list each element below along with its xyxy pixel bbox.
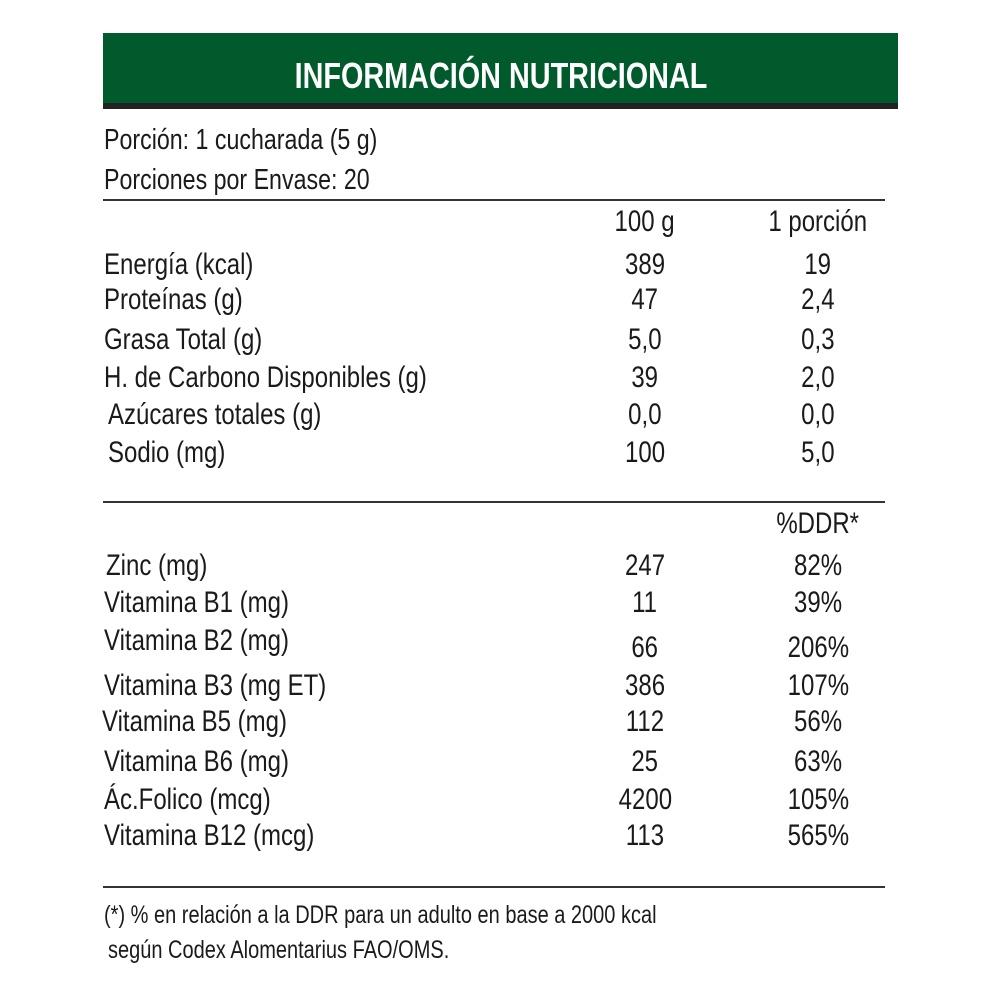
- value-100g: 386: [624, 669, 666, 702]
- nutrient-label: Vitamina B12 (mcg): [104, 819, 315, 852]
- nutrient-label: Vitamina B3 (mg ET): [104, 669, 327, 702]
- value-100g: 47: [631, 283, 659, 316]
- value-100g: 0,0: [628, 398, 662, 431]
- nutrient-label: Vitamina B6 (mg): [104, 745, 289, 778]
- nutrient-label: Energía (kcal): [104, 248, 254, 281]
- nutrient-label: H. de Carbono Disponibles (g): [104, 361, 427, 394]
- value-ddr: 565%: [787, 819, 849, 852]
- value-100g: 389: [624, 248, 666, 281]
- value-ddr: 105%: [787, 783, 849, 816]
- divider: [103, 886, 885, 888]
- portion-size: Porción: 1 cucharada (5 g): [104, 122, 446, 158]
- value-portion: 0,0: [801, 398, 835, 431]
- nutrient-label: Zinc (mg): [106, 549, 208, 582]
- value-portion: 2,4: [801, 283, 835, 316]
- value-100g: 5,0: [628, 323, 662, 356]
- col-header-ddr: %DDR*: [776, 507, 860, 540]
- header-banner: [103, 33, 898, 103]
- value-portion: 2,0: [801, 361, 835, 394]
- value-ddr: 56%: [793, 705, 843, 738]
- footnote-line-2: según Codex Alomentarius FAO/OMS.: [108, 936, 450, 964]
- label-title: INFORMACIÓN NUTRICIONAL: [103, 54, 898, 98]
- divider: [103, 501, 885, 503]
- col-header-portion: 1 porción: [768, 205, 868, 238]
- portion-text: Porción: 1 cucharada (5 g): [104, 124, 378, 156]
- value-100g: 112: [625, 705, 665, 738]
- col-header-100g: 100 g: [614, 205, 676, 238]
- nutrient-label: Vitamina B5 (mg): [102, 705, 287, 738]
- value-ddr: 82%: [793, 549, 843, 582]
- nutrient-label: Azúcares totales (g): [108, 398, 322, 431]
- divider: [103, 199, 885, 201]
- header-underline: [103, 103, 898, 109]
- value-ddr: 107%: [787, 669, 849, 702]
- value-portion: 19: [804, 248, 832, 281]
- nutrient-label: Ác.Folico (mcg): [104, 783, 271, 816]
- nutrient-label: Vitamina B2 (mg): [104, 624, 289, 657]
- value-100g: 66: [631, 631, 659, 664]
- value-ddr: 206%: [787, 631, 849, 664]
- value-100g: 100: [624, 436, 666, 469]
- value-100g: 113: [625, 819, 665, 852]
- nutrient-label: Vitamina B1 (mg): [104, 586, 289, 619]
- nutrient-label: Grasa Total (g): [104, 323, 263, 356]
- value-portion: 5,0: [801, 436, 835, 469]
- nutrient-label: Sodio (mg): [108, 436, 226, 469]
- footnote-line-1: (*) % en relación a la DDR para un adult…: [104, 901, 657, 929]
- value-ddr: 39%: [793, 586, 843, 619]
- title-text: INFORMACIÓN NUTRICIONAL: [294, 55, 707, 96]
- nutrient-label: Proteínas (g): [104, 283, 243, 316]
- value-portion: 0,3: [801, 323, 835, 356]
- portions-per-pack: Porciones por Envase: 20: [104, 162, 436, 198]
- value-100g: 4200: [618, 783, 672, 816]
- value-100g: 25: [631, 745, 659, 778]
- value-100g: 39: [631, 361, 659, 394]
- portions-text: Porciones por Envase: 20: [104, 164, 370, 196]
- value-100g: 11: [632, 586, 658, 619]
- value-ddr: 63%: [793, 745, 843, 778]
- value-100g: 247: [624, 549, 666, 582]
